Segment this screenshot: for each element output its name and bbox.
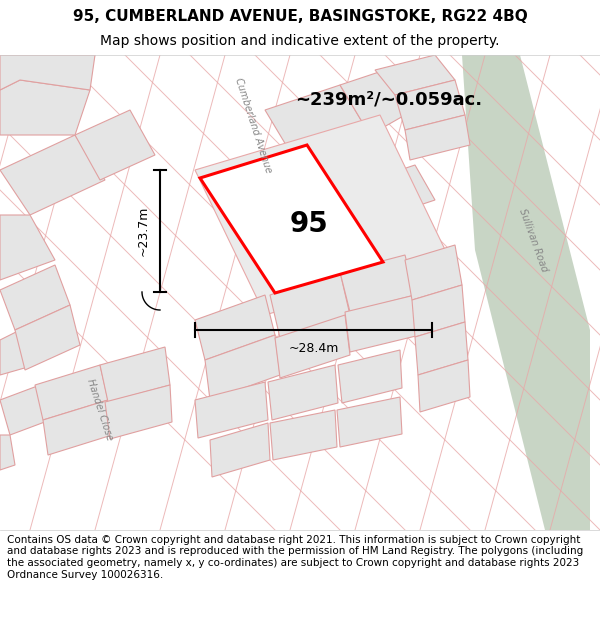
Polygon shape [337, 397, 402, 447]
Polygon shape [100, 347, 170, 402]
Polygon shape [105, 385, 172, 439]
Polygon shape [35, 365, 108, 420]
Text: 95: 95 [290, 211, 329, 239]
Polygon shape [0, 435, 15, 470]
Text: 95, CUMBERLAND AVENUE, BASINGSTOKE, RG22 4BQ: 95, CUMBERLAND AVENUE, BASINGSTOKE, RG22… [73, 9, 527, 24]
Text: ~23.7m: ~23.7m [137, 206, 150, 256]
Polygon shape [295, 135, 385, 195]
Polygon shape [462, 55, 590, 530]
Polygon shape [0, 385, 50, 435]
Polygon shape [375, 55, 455, 95]
Polygon shape [210, 423, 270, 477]
Polygon shape [415, 322, 468, 375]
Polygon shape [418, 360, 470, 412]
Polygon shape [385, 165, 435, 210]
Text: ~28.4m: ~28.4m [289, 342, 338, 355]
Polygon shape [200, 145, 383, 293]
Polygon shape [0, 80, 90, 135]
Polygon shape [15, 305, 80, 370]
Polygon shape [43, 400, 112, 455]
Polygon shape [385, 200, 435, 245]
Polygon shape [338, 350, 402, 403]
Polygon shape [0, 215, 55, 280]
Polygon shape [265, 85, 370, 160]
Polygon shape [395, 80, 465, 130]
Polygon shape [0, 135, 105, 215]
Polygon shape [0, 55, 95, 90]
Text: Contains OS data © Crown copyright and database right 2021. This information is : Contains OS data © Crown copyright and d… [7, 535, 583, 579]
Polygon shape [405, 245, 462, 300]
Polygon shape [270, 410, 337, 460]
Text: Map shows position and indicative extent of the property.: Map shows position and indicative extent… [100, 34, 500, 48]
Polygon shape [345, 295, 420, 352]
Polygon shape [275, 315, 350, 378]
Text: Handel Close: Handel Close [85, 378, 115, 442]
Text: Cumberland Avenue: Cumberland Avenue [233, 76, 273, 174]
Polygon shape [75, 110, 155, 180]
Polygon shape [195, 295, 275, 360]
Polygon shape [270, 272, 350, 338]
Polygon shape [340, 255, 415, 312]
Polygon shape [195, 115, 450, 315]
Polygon shape [340, 70, 405, 135]
Polygon shape [195, 382, 268, 438]
Polygon shape [0, 265, 70, 330]
Text: Sullivan Road: Sullivan Road [517, 207, 549, 273]
Polygon shape [268, 365, 338, 420]
Text: ~239m²/~0.059ac.: ~239m²/~0.059ac. [295, 91, 482, 109]
Polygon shape [405, 115, 470, 160]
Polygon shape [412, 285, 465, 337]
Polygon shape [205, 335, 280, 400]
Polygon shape [0, 330, 35, 375]
